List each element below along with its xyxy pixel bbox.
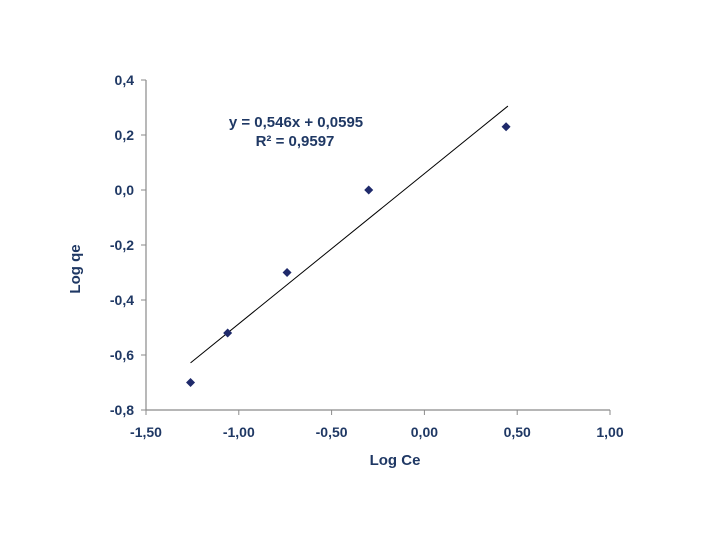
y-tick-label: -0,4: [110, 292, 134, 308]
data-point: [223, 328, 233, 338]
x-tick-label: 0,50: [504, 424, 531, 440]
x-tick-label: 1,00: [596, 424, 623, 440]
x-tick-label: -0,50: [316, 424, 348, 440]
trendline-equation: y = 0,546x + 0,0595: [229, 114, 363, 131]
labels: y = 0,546x + 0,0595 R² = 0,9597 Log Ce L…: [67, 114, 420, 469]
y-tick-label: 0,0: [115, 182, 135, 198]
y-tick-label: 0,4: [115, 72, 135, 88]
y-axis-title: Log qe: [67, 244, 84, 293]
x-tick-label: 0,00: [411, 424, 438, 440]
y-tick-label: -0,8: [110, 402, 134, 418]
x-tick-label: -1,50: [130, 424, 162, 440]
trendline-layer: [190, 105, 509, 364]
data-point: [364, 185, 374, 195]
y-tick-label: 0,2: [115, 127, 135, 143]
x-tick-label: -1,00: [223, 424, 255, 440]
data-point: [186, 378, 196, 387]
data-points: [186, 122, 511, 387]
trendline: [190, 105, 509, 364]
axes: [145, 80, 610, 411]
ticks: 0,4 0,2 0,0 -0,2 -0,4 -0,6 -0,8 -1,50 -1,00 -0,50…: [110, 72, 624, 440]
data-point: [501, 122, 511, 132]
data-point: [282, 268, 292, 277]
x-axis-title: Log Ce: [370, 452, 421, 469]
y-tick-label: -0,2: [110, 237, 134, 253]
r-squared-label: R² = 0,9597: [256, 133, 335, 150]
y-tick-label: -0,6: [110, 347, 134, 363]
